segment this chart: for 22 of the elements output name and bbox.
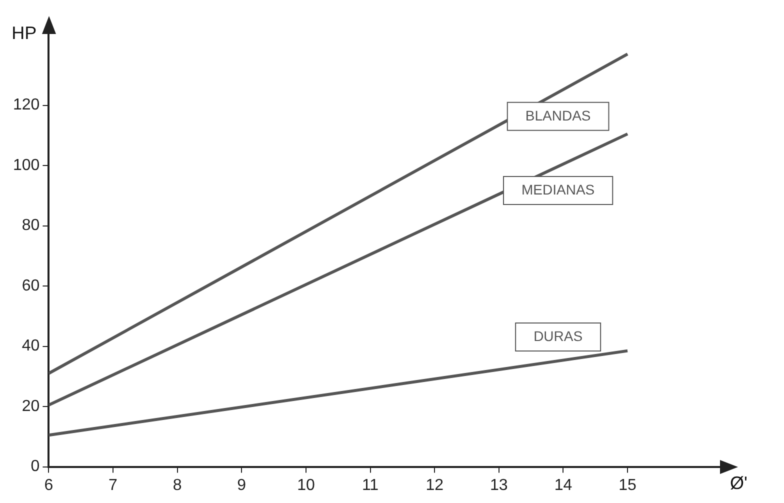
y-axis-title: HP	[12, 22, 37, 43]
series-label: DURAS	[534, 328, 583, 344]
y-tick-label: 60	[22, 277, 40, 294]
series-label: MEDIANAS	[522, 181, 595, 198]
y-tick-label: 100	[12, 156, 40, 174]
x-tick-label: 14	[554, 476, 572, 494]
y-tick-label: 20	[22, 398, 40, 415]
x-tick-label: 10	[297, 476, 315, 494]
x-tick-label: 7	[108, 476, 118, 494]
series-label: BLANDAS	[525, 107, 591, 124]
y-tick-label: 120	[12, 96, 40, 114]
x-tick-label: 15	[618, 476, 637, 494]
y-tick-label: 40	[22, 338, 40, 355]
x-axis-title: Ø'	[730, 472, 748, 493]
y-tick-label: 0	[30, 458, 40, 476]
x-tick-label: 12	[426, 476, 444, 494]
x-tick-label: 6	[44, 476, 54, 494]
x-tick-label: 11	[362, 476, 379, 494]
y-tick-label: 80	[22, 217, 40, 234]
x-tick-label: 9	[237, 476, 246, 494]
x-tick-label: 8	[172, 476, 182, 494]
x-tick-label: 13	[490, 476, 508, 494]
